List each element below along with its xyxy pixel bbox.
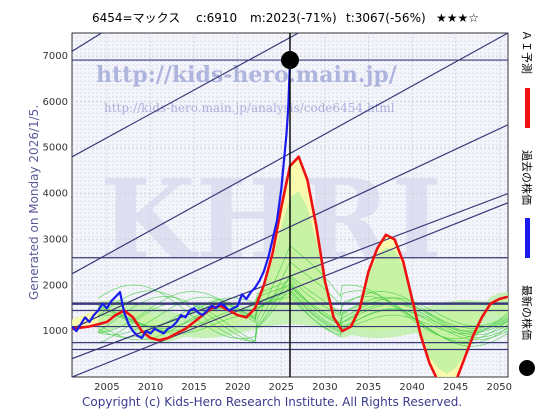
y-tick-label: 1000: [43, 326, 68, 337]
forecast-green-area: [98, 191, 508, 374]
header-ticker: 6454=マックス: [92, 11, 180, 25]
legend: ＡＩ予測 過去の株価 最新の株価: [519, 30, 535, 376]
legend-ai-swatch: [525, 88, 530, 128]
y-tick-label: 3000: [43, 234, 68, 245]
legend-past-label: 過去の株価: [520, 150, 534, 205]
x-tick-label: 2035: [356, 382, 381, 393]
y-tick-label: 6000: [43, 97, 68, 108]
header-stars: ★★★☆: [436, 11, 479, 25]
legend-latest-dot: [519, 360, 535, 376]
x-tick-label: 2025: [269, 382, 294, 393]
y-tick-label: 4000: [43, 189, 68, 200]
copyright-footer: Copyright (c) Kids-Hero Research Institu…: [82, 395, 462, 409]
legend-latest-label: 最新の株価: [520, 285, 534, 340]
x-tick-label: 2005: [94, 382, 119, 393]
legend-ai-label: ＡＩ予測: [520, 30, 534, 74]
forecast-band-line: [97, 245, 508, 340]
y-tick-label: 5000: [43, 143, 68, 154]
y-tick-label: 7000: [43, 51, 68, 62]
watermark-url: http://kids-hero.main.jp/: [96, 62, 398, 88]
y-axis-ticks: 1000 2000 3000 4000 5000 6000 7000: [43, 51, 68, 337]
watermark-url-small: http://kids-hero.main.jp/analysis/code64…: [104, 101, 395, 115]
header-min: m:2023(-71%): [250, 11, 337, 25]
series-past-price: [72, 60, 292, 340]
generated-label: Generated on Monday 2026/1/5.: [27, 105, 41, 300]
x-tick-label: 2020: [225, 382, 250, 393]
x-tick-label: 2045: [443, 382, 468, 393]
x-tick-label: 2015: [181, 382, 206, 393]
latest-price-dot: [281, 51, 299, 70]
series-ai-forecast: [72, 155, 508, 377]
series-lines: [72, 60, 508, 377]
x-tick-label: 2030: [312, 382, 337, 393]
forecast-band-line: [98, 276, 508, 333]
header-current: c:6910: [196, 11, 237, 25]
x-axis-ticks: 2005 2010 2015 2020 2025 2030 2035 2040 2045 2050: [94, 382, 512, 393]
header-target: t:3067(-56%): [346, 11, 426, 25]
x-tick-label: 2010: [138, 382, 163, 393]
current-marker: [281, 33, 299, 377]
x-tick-label: 2040: [399, 382, 424, 393]
legend-past-swatch: [525, 218, 530, 258]
y-tick-label: 2000: [43, 280, 68, 291]
x-tick-label: 2050: [487, 382, 512, 393]
forecast-band-line: [98, 284, 508, 330]
